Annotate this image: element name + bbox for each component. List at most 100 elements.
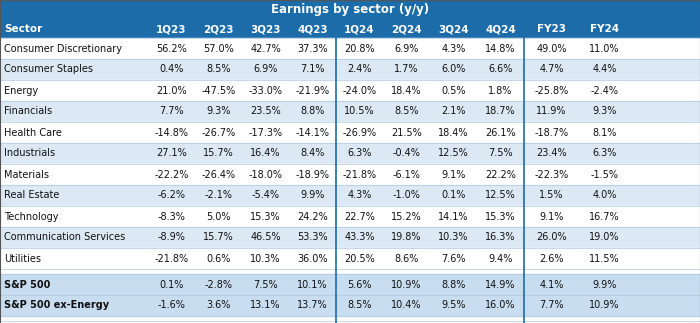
Text: 2Q23: 2Q23 [203,24,234,34]
Text: 16.0%: 16.0% [485,300,516,310]
Text: 1.7%: 1.7% [394,65,419,75]
Text: Consumer Staples: Consumer Staples [4,65,93,75]
Text: 10.9%: 10.9% [589,300,620,310]
Text: -1.0%: -1.0% [393,191,421,201]
Text: 0.5%: 0.5% [441,86,466,96]
Text: 9.9%: 9.9% [300,191,325,201]
Text: 21.5%: 21.5% [391,128,422,138]
Text: 9.5%: 9.5% [441,300,466,310]
Text: 6.9%: 6.9% [253,65,278,75]
Text: -21.9%: -21.9% [295,86,330,96]
Text: 57.0%: 57.0% [203,44,234,54]
Text: 15.3%: 15.3% [485,212,516,222]
Text: -26.9%: -26.9% [342,128,377,138]
Text: Materials: Materials [4,170,49,180]
Text: FY23: FY23 [537,24,566,34]
Bar [0,101,700,122]
Text: 5.6%: 5.6% [347,279,372,289]
Text: 15.7%: 15.7% [203,149,234,159]
Text: 9.9%: 9.9% [592,279,617,289]
Text: 14.1%: 14.1% [438,212,469,222]
Text: Real Estate: Real Estate [4,191,60,201]
Bar [0,321,700,323]
Text: 0.6%: 0.6% [206,254,231,264]
Text: 6.9%: 6.9% [394,44,419,54]
Text: 20.8%: 20.8% [344,44,374,54]
Text: 16.4%: 16.4% [251,149,281,159]
Text: 4.3%: 4.3% [441,44,466,54]
Text: 43.3%: 43.3% [344,233,374,243]
Text: -1.5%: -1.5% [591,170,619,180]
Text: -33.0%: -33.0% [248,86,283,96]
Text: -24.0%: -24.0% [342,86,377,96]
Text: 10.5%: 10.5% [344,107,374,117]
Text: 13.7%: 13.7% [298,300,328,310]
Bar [0,0,700,20]
Text: 37.3%: 37.3% [298,44,328,54]
Text: 14.8%: 14.8% [485,44,516,54]
Text: 0.1%: 0.1% [441,191,466,201]
Text: -47.5%: -47.5% [202,86,236,96]
Text: 8.5%: 8.5% [347,300,372,310]
Text: 19.8%: 19.8% [391,233,421,243]
Text: 8.6%: 8.6% [394,254,419,264]
Text: 10.4%: 10.4% [391,300,421,310]
Text: 11.9%: 11.9% [536,107,567,117]
Text: -0.4%: -0.4% [393,149,421,159]
Text: 26.0%: 26.0% [536,233,567,243]
Text: 21.0%: 21.0% [156,86,187,96]
Text: 7.5%: 7.5% [488,149,513,159]
Text: 6.3%: 6.3% [592,149,617,159]
Text: -6.1%: -6.1% [393,170,421,180]
Text: 10.3%: 10.3% [438,233,469,243]
Text: 4.3%: 4.3% [347,191,372,201]
Bar [0,248,700,269]
Bar [0,38,700,59]
Text: 49.0%: 49.0% [536,44,567,54]
Text: 7.5%: 7.5% [253,279,278,289]
Text: 12.5%: 12.5% [485,191,516,201]
Text: 4.0%: 4.0% [592,191,617,201]
Text: -22.2%: -22.2% [154,170,189,180]
Text: 8.8%: 8.8% [300,107,325,117]
Text: Health Care: Health Care [4,128,62,138]
Text: 0.4%: 0.4% [160,65,183,75]
Text: 9.3%: 9.3% [206,107,231,117]
Text: -14.8%: -14.8% [155,128,188,138]
Text: 4Q24: 4Q24 [485,24,516,34]
Text: 20.5%: 20.5% [344,254,375,264]
Text: 42.7%: 42.7% [250,44,281,54]
Text: 6.6%: 6.6% [489,65,512,75]
Text: -2.8%: -2.8% [204,279,232,289]
Text: 16.7%: 16.7% [589,212,620,222]
Text: 2.6%: 2.6% [539,254,564,264]
Text: 15.7%: 15.7% [203,233,234,243]
Text: 6.3%: 6.3% [347,149,372,159]
Text: Utilities: Utilities [4,254,41,264]
Text: -22.3%: -22.3% [534,170,568,180]
Text: -21.8%: -21.8% [342,170,377,180]
Text: 5.0%: 5.0% [206,212,231,222]
Text: 12.5%: 12.5% [438,149,469,159]
Text: 4.7%: 4.7% [539,65,564,75]
Text: FY24: FY24 [590,24,619,34]
Text: -18.7%: -18.7% [534,128,568,138]
Text: 2.4%: 2.4% [347,65,372,75]
Text: 4.1%: 4.1% [539,279,564,289]
Text: 3Q24: 3Q24 [438,24,469,34]
Text: 1Q23: 1Q23 [156,24,187,34]
Text: 3.6%: 3.6% [206,300,231,310]
Text: 9.1%: 9.1% [539,212,564,222]
Text: Financials: Financials [4,107,52,117]
Bar [0,185,700,206]
Text: 22.7%: 22.7% [344,212,375,222]
Text: 8.5%: 8.5% [206,65,231,75]
Text: Energy: Energy [4,86,38,96]
Text: 36.0%: 36.0% [298,254,328,264]
Text: 1.5%: 1.5% [539,191,564,201]
Bar [0,295,700,316]
Bar [0,20,700,38]
Text: Industrials: Industrials [4,149,55,159]
Bar [0,143,700,164]
Text: -18.0%: -18.0% [248,170,283,180]
